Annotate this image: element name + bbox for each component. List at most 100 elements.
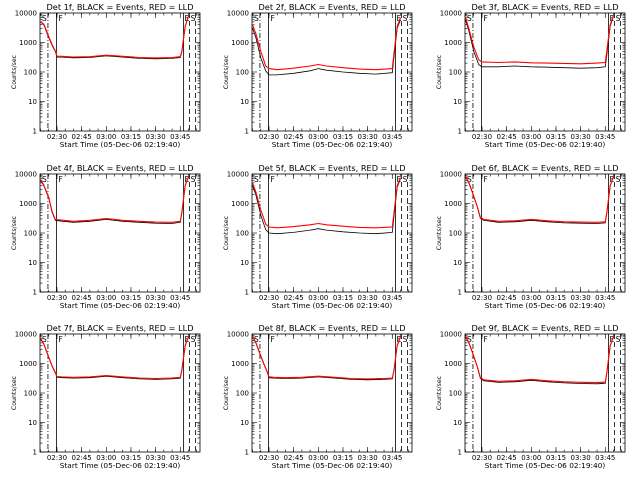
x-tick-label: 02:45 [497, 454, 517, 462]
x-tick-label: 02:45 [72, 454, 92, 462]
end-marker-label: S [403, 175, 408, 184]
panel-title: Det 7f, BLACK = Events, RED = LLD [46, 323, 193, 333]
y-tick-label: 100 [24, 69, 37, 77]
x-tick-label: 03:45 [170, 133, 190, 141]
y-tick-label: 10000 [440, 10, 462, 18]
detector-panel: Det 2f, BLACK = Events, RED = LLD 1 10 100 1… [223, 2, 413, 149]
y-tick-label: 1 [245, 128, 249, 136]
x-tick-label: 03:45 [382, 133, 402, 141]
start-marker-label: S [42, 14, 47, 23]
end-marker-label: S [403, 14, 408, 23]
x-tick-label: 03:45 [382, 454, 402, 462]
y-tick-label: 100 [449, 390, 462, 398]
y-tick-label: 10000 [227, 10, 249, 18]
x-tick-label: 03:15 [333, 454, 353, 462]
x-axis-label: Start Time (05-Dec-06 02:19:40) [60, 301, 181, 310]
detector-panel: Det 6f, BLACK = Events, RED = LLD 1 10 100 1… [436, 163, 626, 310]
x-axis-label: Start Time (05-Dec-06 02:19:40) [272, 140, 393, 149]
y-tick-label: 10 [240, 98, 249, 106]
y-tick-label: 1000 [444, 39, 462, 47]
end-marker-label: S [191, 335, 196, 344]
plot-frame [251, 333, 413, 453]
flare-marker-label: F [58, 335, 62, 344]
x-tick-label: 03:15 [546, 294, 566, 302]
y-tick-label: 100 [449, 69, 462, 77]
flare-marker-label: F [483, 14, 487, 23]
x-tick-label: 03:15 [546, 133, 566, 141]
y-tick-label: 10 [28, 259, 37, 267]
y-axis-label: Counts/sec [223, 375, 230, 410]
y-tick-label: 10 [240, 419, 249, 427]
x-axis-label: Start Time (05-Dec-06 02:19:40) [485, 301, 606, 310]
x-tick-label: 02:45 [284, 454, 304, 462]
x-tick-label: 03:00 [308, 454, 328, 462]
x-tick-label: 03:45 [595, 133, 615, 141]
panel-title: Det 2f, BLACK = Events, RED = LLD [258, 2, 405, 12]
end-marker-label: S [191, 175, 196, 184]
y-tick-label: 100 [24, 230, 37, 238]
start-marker-label: S [254, 14, 259, 23]
y-tick-label: 100 [24, 390, 37, 398]
start-marker-label: S [467, 175, 472, 184]
end-marker-label: S [616, 175, 621, 184]
x-tick-label: 03:00 [96, 294, 116, 302]
x-tick-label: 03:45 [595, 294, 615, 302]
detector-panel: Det 3f, BLACK = Events, RED = LLD 1 10 100 1… [436, 2, 626, 149]
y-tick-label: 1 [33, 449, 37, 457]
y-tick-label: 100 [236, 69, 249, 77]
x-tick-label: 03:30 [358, 454, 378, 462]
detector-panel: Det 9f, BLACK = Events, RED = LLD 1 10 100 1… [436, 323, 626, 470]
y-tick-label: 1 [33, 128, 37, 136]
x-tick-label: 03:30 [571, 294, 591, 302]
x-tick-label: 03:00 [96, 133, 116, 141]
panel-title: Det 6f, BLACK = Events, RED = LLD [471, 163, 618, 173]
y-tick-label: 10000 [227, 331, 249, 339]
x-tick-label: 03:15 [121, 294, 141, 302]
x-tick-label: 03:00 [521, 133, 541, 141]
y-tick-label: 1000 [444, 360, 462, 368]
lld-series-line [251, 177, 402, 229]
y-tick-label: 1 [458, 449, 462, 457]
panel-title: Det 8f, BLACK = Events, RED = LLD [258, 323, 405, 333]
y-tick-label: 10000 [227, 171, 249, 179]
flare-marker-label: F [270, 335, 274, 344]
y-tick-label: 10 [240, 259, 249, 267]
detector-panel: Det 7f, BLACK = Events, RED = LLD 1 10 100 1… [11, 323, 201, 470]
y-tick-label: 1 [245, 449, 249, 457]
plot-frame [464, 12, 626, 132]
x-tick-label: 03:00 [308, 133, 328, 141]
y-tick-label: 10 [453, 419, 462, 427]
lld-series-line [464, 14, 615, 65]
x-axis-label: Start Time (05-Dec-06 02:19:40) [272, 301, 393, 310]
y-tick-label: 10 [28, 98, 37, 106]
panel-title: Det 4f, BLACK = Events, RED = LLD [46, 163, 193, 173]
end-marker-label: S [403, 335, 408, 344]
x-tick-label: 03:00 [96, 454, 116, 462]
y-axis-label: Counts/sec [436, 375, 443, 410]
y-axis-label: Counts/sec [11, 375, 18, 410]
y-tick-label: 10 [453, 98, 462, 106]
x-tick-label: 02:30 [47, 454, 67, 462]
lld-series-line [465, 335, 615, 384]
x-tick-label: 02:45 [284, 294, 304, 302]
plot-frame [39, 333, 201, 453]
y-axis-label: Counts/sec [223, 54, 230, 89]
lld-series-line [40, 15, 190, 59]
x-axis-label: Start Time (05-Dec-06 02:19:40) [272, 461, 393, 470]
y-tick-label: 1 [458, 289, 462, 297]
y-axis-label: Counts/sec [436, 54, 443, 89]
end-marker-label: E [185, 14, 190, 23]
start-marker-label: S [467, 14, 472, 23]
x-tick-label: 03:15 [121, 133, 141, 141]
lld-series-line [465, 175, 615, 223]
detector-panel: Det 4f, BLACK = Events, RED = LLD 1 10 100 1… [11, 163, 201, 310]
x-axis-label: Start Time (05-Dec-06 02:19:40) [485, 140, 606, 149]
y-tick-label: 10000 [440, 331, 462, 339]
events-series-line [465, 15, 614, 69]
x-tick-label: 02:30 [47, 133, 67, 141]
x-tick-label: 02:30 [259, 294, 279, 302]
start-marker-label: S [467, 335, 472, 344]
x-tick-label: 03:30 [146, 454, 166, 462]
x-tick-label: 02:45 [497, 294, 517, 302]
plot-frame [39, 12, 201, 132]
